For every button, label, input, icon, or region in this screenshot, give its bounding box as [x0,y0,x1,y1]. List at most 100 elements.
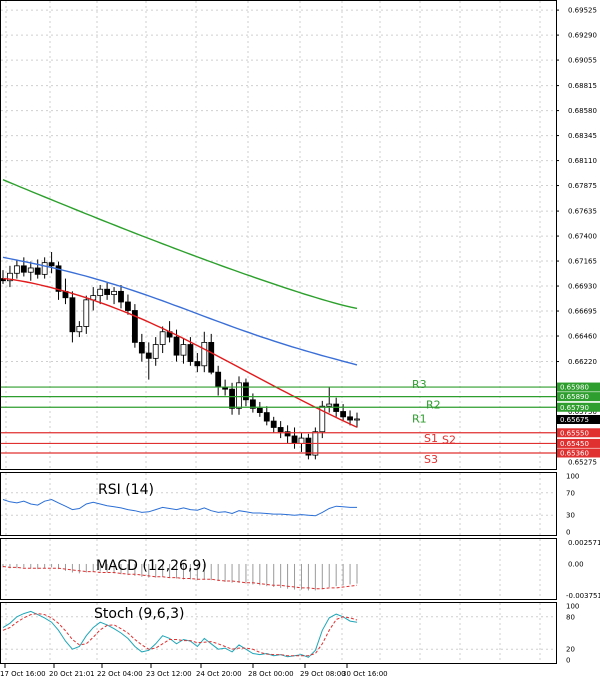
price-tick-label: 0.66460 [568,333,597,341]
pivot-level-label: S1 [424,432,438,445]
price-badge-text: 0.65550 [560,429,589,437]
time-tick-label: 23 Oct 12:00 [146,670,192,678]
price-badge-text: 0.65360 [560,449,589,457]
candle-body [270,420,277,428]
candle-body [48,262,55,267]
candle-body [305,437,312,456]
grid [1,1,556,663]
macd-tick-label: -0.003751 [566,592,600,600]
price-tick-label: 0.66930 [568,283,597,291]
panel-frame [0,472,557,536]
candle-body [249,399,256,409]
pivot-level-label: R1 [412,412,427,425]
candle-body [76,326,83,333]
pivot-level-label: R3 [412,378,427,391]
candle-body [118,290,124,303]
stoch-tick-label: 0 [566,657,570,665]
time-tick-label: 29 Oct 08:00 [300,670,346,678]
candle-body [291,435,298,444]
candle-body [131,310,138,343]
candle-body [208,341,215,373]
candle-body [215,371,222,388]
candle-body [277,427,284,433]
price-tick-label: 0.68815 [568,82,597,90]
stoch-panel: Stoch (9,6,3) [2,606,358,658]
rsi-title: RSI (14) [98,482,154,498]
stoch-tick-label: 80 [566,613,575,621]
price-tick-label: 0.68580 [568,107,597,115]
candle-body [201,341,208,367]
candle-body [111,290,117,295]
macd-panel: MACD (12,26,9) [2,558,358,591]
price-badge-text: 0.65450 [560,440,589,448]
price-badge [557,438,600,448]
candle-body [236,382,242,409]
panel-frame [0,0,557,470]
price-badge [557,414,600,424]
candle-body [229,388,235,409]
rsi-tick-label: 70 [566,489,575,497]
candle-body [354,418,360,421]
candle-body [340,411,347,418]
macd-title: MACD (12,26,9) [96,558,207,574]
rsi-tick-label: 0 [566,529,570,537]
price-badge [557,448,600,458]
price-tick-label: 0.69525 [568,7,597,15]
price-tick-label: 0.67875 [568,182,597,190]
candle-body [69,297,76,333]
moving-average-line [2,256,358,366]
price-tick-label: 0.68345 [568,132,597,140]
panel-frame [0,602,557,664]
candle-body [319,405,326,433]
candle-body [20,265,27,273]
price-tick-label: 0.68110 [568,157,597,165]
candle-body [347,416,353,421]
stoch-title: Stoch (9,6,3) [94,606,185,622]
price-badge-text: 0.65790 [560,404,589,412]
pivot-level-label: S2 [442,433,456,446]
time-tick-label: 30 Oct 16:00 [342,670,388,678]
pivot-level-label: R2 [426,399,441,412]
candle-body [194,361,201,367]
candle-body [34,267,41,275]
macd-signal-line [2,566,358,590]
time-tick-label: 20 Oct 21:01 [49,670,95,678]
candle-body [263,412,270,422]
candle-body [180,344,187,356]
candle-body [173,336,180,356]
price-tick-label: 0.66695 [568,308,597,316]
stoch-d-line [2,613,358,657]
price-tick-label: 0.69290 [568,32,597,40]
price-tick-label: 0.67400 [568,233,597,241]
candle-body [145,352,152,359]
candle-body [7,272,13,282]
candle-body [159,331,166,345]
price-tick-label: 0.67635 [568,208,597,216]
macd-tick-label: 0.00 [568,560,584,568]
macd-tick-label: 0.002571 [568,539,600,547]
price-badge [557,402,600,412]
stoch-tick-label: 20 [566,646,575,654]
panel-frame [0,538,557,600]
rsi-tick-label: 100 [566,473,579,481]
rsi-panel: RSI (14) [2,482,357,517]
candle-body [55,265,62,292]
price-tick-label: 0.66220 [568,358,597,366]
candle-body [284,431,291,437]
candle-body [83,299,90,327]
time-tick-label: 24 Oct 20:00 [196,670,242,678]
moving-average-line [2,179,358,310]
price-tick-label: 0.65275 [568,459,597,467]
moving-average-line [2,277,358,428]
price-badge [557,428,600,438]
candle-body [138,341,145,354]
pivot-level-label: S3 [424,453,438,466]
candle-body [27,267,34,273]
candle-body [243,382,249,401]
price-tick-label: 0.67165 [568,258,597,266]
candle-body [104,288,111,295]
price-tick-label: 0.65750 [568,408,597,416]
rsi-line [2,498,357,517]
